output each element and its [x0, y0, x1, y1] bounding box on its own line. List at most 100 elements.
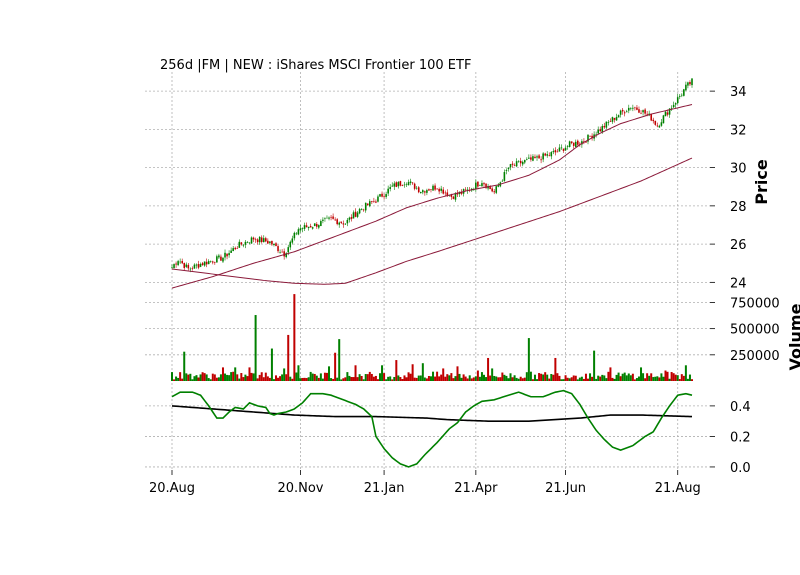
candle-body — [662, 115, 665, 124]
candle-body — [619, 110, 622, 115]
volume-bar — [686, 378, 689, 381]
volume-bar — [228, 375, 231, 381]
candle-body — [415, 187, 418, 189]
volume-bar — [619, 376, 622, 381]
candle-body — [570, 141, 573, 144]
volume-bar — [270, 348, 273, 381]
candle-body — [330, 216, 332, 218]
candle-body — [666, 112, 669, 115]
price-y-tick-label: 32 — [730, 123, 747, 138]
candle-body — [503, 172, 506, 181]
candle-body — [681, 94, 683, 96]
candle-body — [587, 134, 589, 142]
volume-bar — [558, 375, 561, 381]
volume-bar — [480, 372, 483, 381]
volume-bar — [523, 377, 526, 381]
candle-body — [305, 225, 308, 228]
volume-bar — [495, 376, 498, 381]
volume-bar — [497, 377, 500, 381]
candle-body — [509, 164, 512, 168]
candle-body — [595, 134, 597, 135]
volume-bar — [648, 375, 651, 381]
volume-bar — [417, 375, 420, 381]
candle-body — [328, 217, 330, 219]
candle-body — [532, 156, 534, 161]
volume-bar — [421, 363, 424, 381]
volume-bar — [621, 373, 624, 381]
candle-body — [379, 194, 381, 197]
volume-bar — [491, 368, 494, 381]
candle-body — [411, 182, 414, 184]
volume-bar — [221, 367, 224, 381]
volume-bar — [478, 376, 481, 381]
candle-body — [216, 256, 218, 263]
candle-body — [175, 263, 177, 265]
candle-body — [615, 117, 618, 121]
candle-body — [387, 188, 389, 194]
volume-bar — [462, 374, 465, 381]
volume-bar — [605, 378, 608, 381]
volume-bar — [309, 371, 312, 381]
candle-body — [269, 241, 271, 243]
volume-bar — [544, 372, 547, 381]
volume-bar — [315, 375, 318, 381]
candle-body — [385, 194, 387, 197]
volume-bar — [299, 378, 302, 381]
volume-bar — [587, 378, 589, 381]
candle-body — [413, 183, 416, 189]
candle-body — [568, 141, 571, 147]
volume-bar — [328, 366, 331, 381]
volume-bar — [615, 374, 618, 381]
volume-bar — [366, 374, 369, 381]
candle-body — [187, 264, 190, 269]
volume-bar — [566, 377, 569, 381]
volume-bar — [483, 374, 485, 381]
candle-body — [346, 219, 349, 224]
volume-bar — [589, 373, 592, 381]
volume-bar — [362, 379, 365, 381]
volume-bar — [474, 376, 477, 381]
price-y-axis: 24 26 28 30 32 34 — [710, 85, 747, 291]
volume-bar — [301, 377, 304, 381]
candle-body — [521, 161, 524, 165]
candle-body — [668, 108, 671, 115]
candle-body — [262, 238, 265, 243]
candle-body — [236, 248, 239, 249]
candle-body — [389, 187, 391, 189]
candle-body — [267, 240, 269, 244]
volume-bar — [505, 375, 508, 381]
candle-body — [546, 154, 549, 156]
volume-y-tick-label: 750000 — [730, 296, 780, 311]
volume-bar — [464, 376, 467, 381]
candle-body — [240, 242, 243, 245]
candle-body — [426, 190, 428, 193]
candle-body — [672, 104, 675, 108]
candle-body — [487, 186, 489, 189]
candle-body — [211, 261, 214, 263]
candle-body — [275, 243, 277, 247]
volume-bar — [570, 377, 573, 381]
volume-bar — [293, 294, 296, 381]
price-ma-fast-line — [171, 104, 693, 289]
volume-bar — [499, 377, 502, 381]
volume-bar — [258, 374, 261, 381]
candle-body — [601, 126, 604, 132]
candle-body — [179, 261, 181, 263]
volume-bar — [246, 376, 249, 381]
volume-bar — [540, 373, 543, 381]
candle-body — [356, 212, 359, 217]
candle-body — [293, 232, 296, 239]
candle-body — [442, 189, 445, 194]
volume-bar — [332, 378, 335, 381]
candle-body — [281, 251, 283, 253]
volume-bar — [171, 372, 173, 381]
volume-bar — [319, 373, 322, 381]
volume-bar — [295, 372, 298, 381]
candle-body — [193, 264, 196, 269]
volume-bar — [429, 376, 432, 381]
candle-body — [419, 192, 422, 194]
volume-bar — [401, 378, 404, 381]
volume-bar — [317, 377, 320, 381]
candle-body — [644, 109, 646, 114]
